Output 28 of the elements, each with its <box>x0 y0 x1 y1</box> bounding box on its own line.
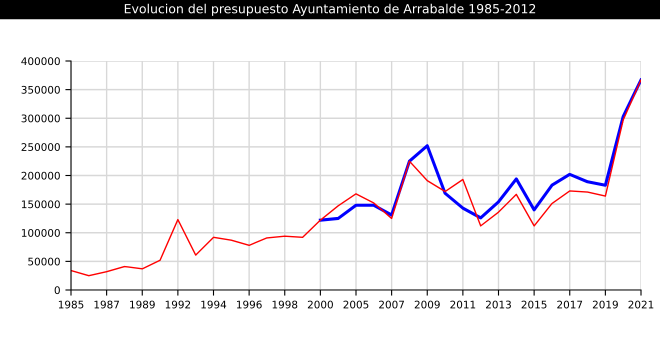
x-tick-label: 1996 <box>237 300 262 308</box>
x-tick-label: 1987 <box>94 300 119 308</box>
x-tick-label: 2009 <box>414 300 440 308</box>
x-tick-label: 2005 <box>344 300 368 308</box>
x-tick-label: 2000 <box>308 300 333 308</box>
x-tick-label: 2013 <box>486 300 511 308</box>
x-tick-label: 2015 <box>522 300 546 308</box>
y-tick-label: 50000 <box>28 258 60 266</box>
x-tick-label: 2021 <box>628 300 654 308</box>
y-tick-label: 250000 <box>22 143 60 151</box>
y-tick-label: 200000 <box>22 172 60 180</box>
x-tick-label: 1998 <box>272 300 298 308</box>
x-tick-label: 2011 <box>450 300 476 308</box>
y-tick-label: 0 <box>54 286 60 294</box>
x-tick-label: 2019 <box>592 300 618 308</box>
x-tick-label: 1992 <box>166 300 190 308</box>
x-tick-label: 2007 <box>379 300 404 308</box>
y-tick-label: 400000 <box>21 57 60 66</box>
x-tick-label: 1985 <box>58 300 84 308</box>
y-tick-label: 350000 <box>22 86 60 94</box>
x-tick-label: 1994 <box>201 300 226 308</box>
line-series <box>71 79 641 276</box>
x-tick-label: 1989 <box>130 300 155 308</box>
x-tick-label: 2017 <box>557 300 582 308</box>
y-tick-label: 150000 <box>22 200 60 208</box>
y-tick-label: 300000 <box>22 114 60 122</box>
y-tick-label: 100000 <box>22 228 60 237</box>
chart-title: Evolucion del presupuesto Ayuntamiento de Arrabalde 1985-2012 <box>124 4 536 16</box>
